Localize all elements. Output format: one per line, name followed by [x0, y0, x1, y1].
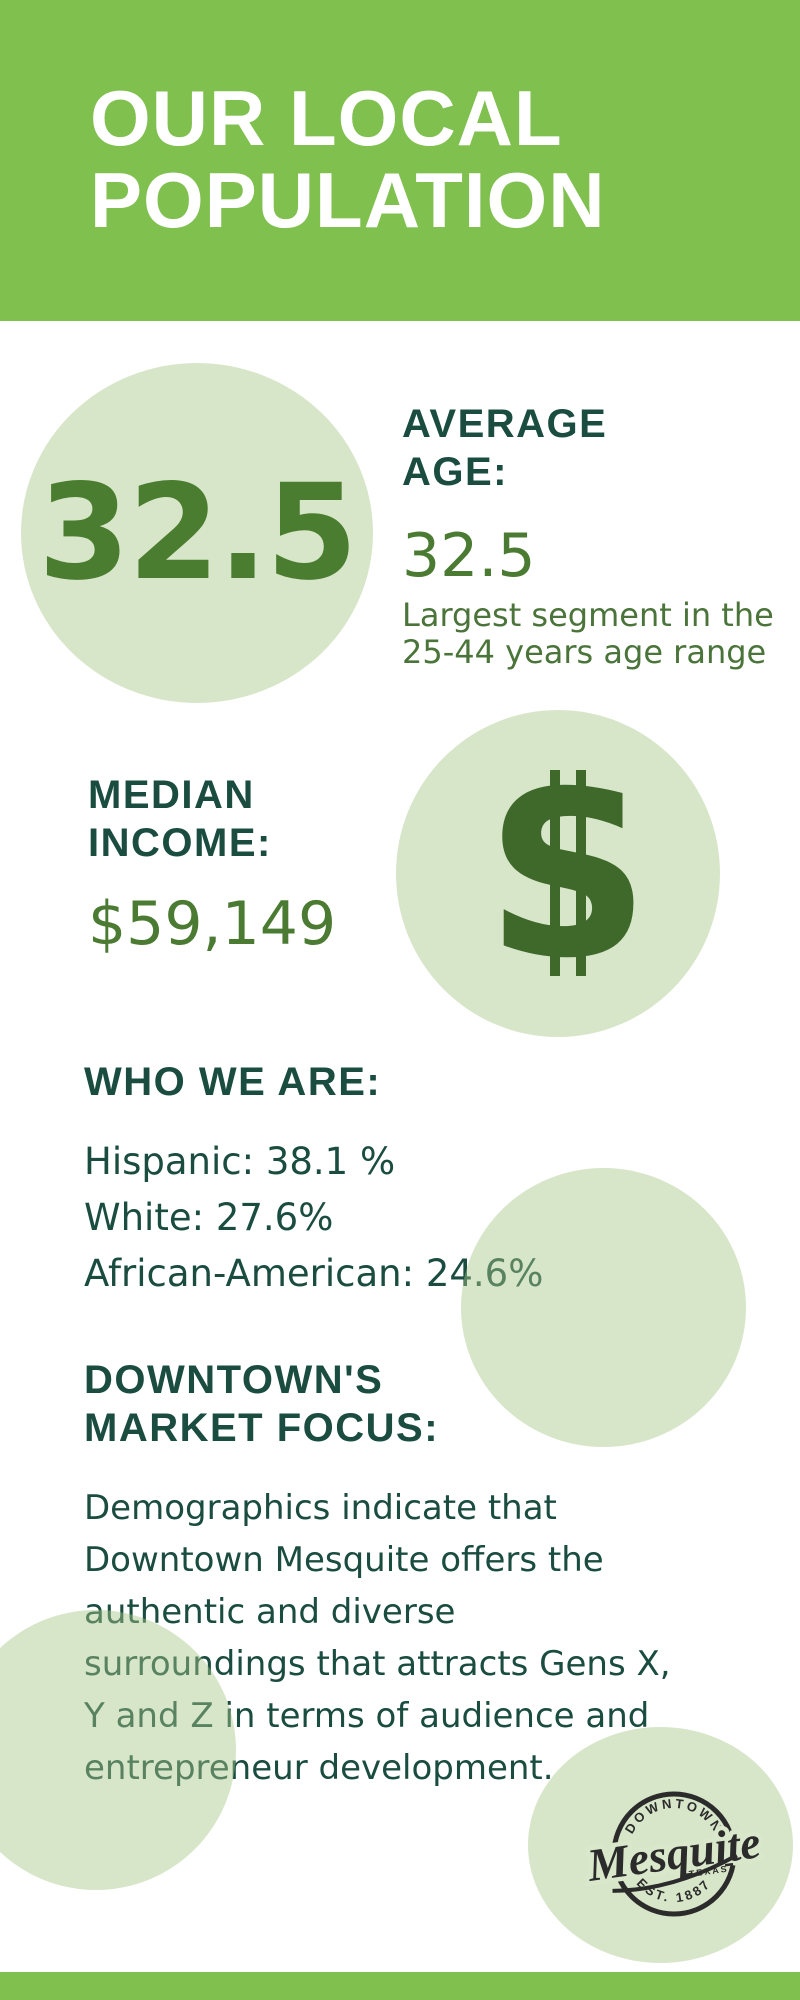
stat-african-american: African-American: 24.6%: [84, 1252, 544, 1295]
paragraph-line: Downtown Mesquite offers the: [84, 1540, 604, 1580]
dollar-sign-icon: S: [486, 742, 650, 1008]
page-title: OUR LOCAL POPULATION: [90, 77, 606, 241]
dollar-bar-left: [550, 770, 560, 976]
logo-underline-flourish: [612, 1853, 738, 1893]
decorative-circle-average-age: [21, 363, 373, 703]
average-age-note: Largest segment in the 25-44 years age r…: [402, 597, 774, 671]
logo-script-name: Mesquite: [584, 1816, 764, 1891]
market-focus-heading: DOWNTOWN'S MARKET FOCUS:: [84, 1356, 439, 1452]
who-we-are-heading: WHO WE ARE:: [84, 1060, 382, 1104]
paragraph-line: entrepreneur development.: [84, 1748, 554, 1788]
paragraph-line: surroundings that attracts Gens X,: [84, 1644, 671, 1684]
average-age-heading-line1: AVERAGE: [402, 402, 608, 446]
logo-texas-dash-right: [724, 1862, 734, 1867]
median-income-heading-line1: MEDIAN: [88, 773, 255, 817]
stat-white: White: 27.6%: [84, 1196, 334, 1239]
average-age-value: 32.5: [402, 521, 536, 591]
average-age-note-line1: Largest segment in the: [402, 596, 774, 634]
median-income-value: $59,149: [88, 889, 337, 959]
average-age-note-line2: 25-44 years age range: [402, 633, 767, 671]
footer-band: [0, 1972, 800, 2000]
paragraph-line: Y and Z in terms of audience and: [84, 1696, 650, 1736]
stat-hispanic: Hispanic: 38.1 %: [84, 1140, 396, 1183]
dollar-bar-right: [576, 770, 586, 976]
median-income-heading: MEDIAN INCOME:: [88, 771, 272, 867]
dollar-s-glyph: S: [488, 770, 648, 976]
market-focus-heading-line2: MARKET FOCUS:: [84, 1406, 440, 1450]
average-age-heading-line2: AGE:: [402, 450, 508, 494]
decorative-circle-logo: [528, 1727, 793, 1963]
logo-texas-dash-left: [684, 1872, 694, 1877]
paragraph-line: authentic and diverse: [84, 1592, 456, 1632]
page-title-line2: POPULATION: [90, 156, 606, 244]
decorative-circle-overlay-left: [0, 1610, 236, 1890]
median-income-heading-line2: INCOME:: [88, 821, 272, 865]
average-age-badge: 32.5: [38, 456, 358, 610]
decorative-circle-overlay-right: [461, 1168, 746, 1447]
market-focus-paragraph: Demographics indicate that Downtown Mesq…: [84, 1482, 671, 1794]
average-age-heading: AVERAGE AGE:: [402, 400, 607, 496]
market-focus-heading-line1: DOWNTOWN'S: [84, 1358, 384, 1402]
paragraph-line: Demographics indicate that: [84, 1488, 557, 1528]
who-we-are-stats: Hispanic: 38.1 % White: 27.6% African-Am…: [84, 1134, 543, 1302]
logo-circle: [611, 1791, 737, 1917]
downtown-mesquite-logo: DOWNTOWN EST. 1887 Mesquite TEXAS: [579, 1776, 768, 1936]
header-band: OUR LOCAL POPULATION: [0, 0, 800, 321]
page-title-line1: OUR LOCAL: [90, 74, 563, 162]
